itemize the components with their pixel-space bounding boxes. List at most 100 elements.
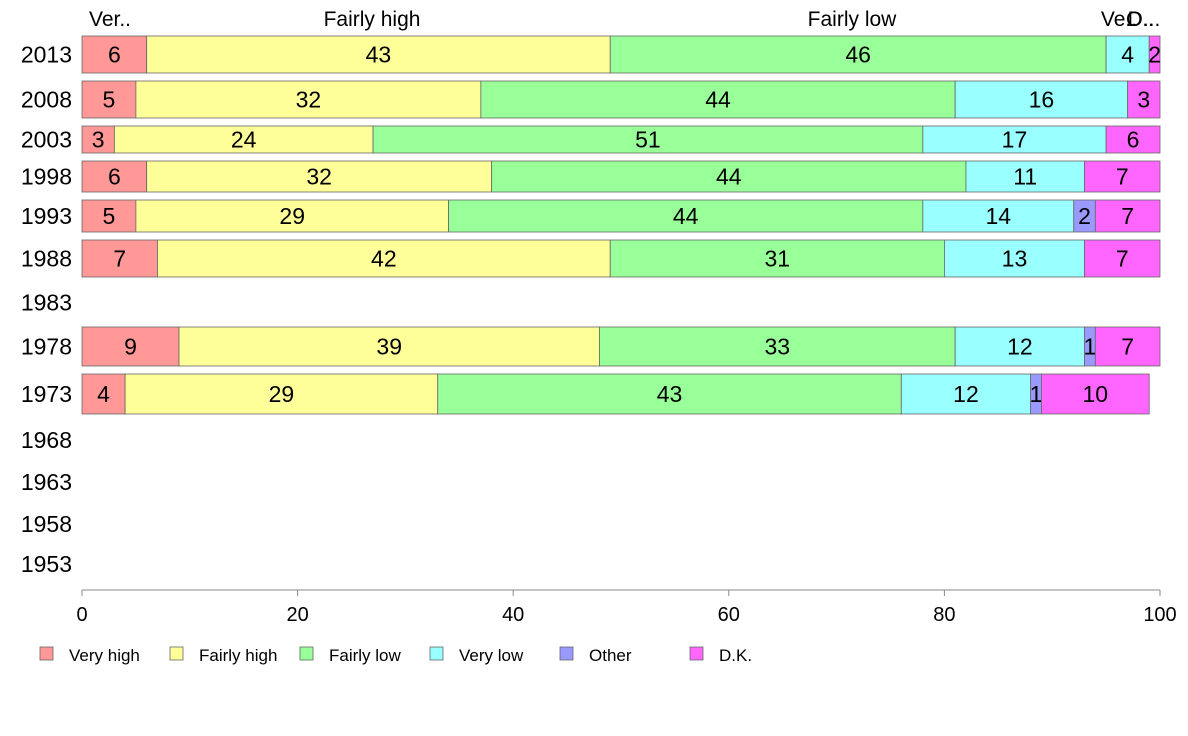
bar-1973-d-k <box>1041 373 1150 415</box>
bar-2003-fairly-high <box>113 125 374 154</box>
legend-item-very-low: Very low <box>429 646 524 665</box>
bar-1993-fairly-high <box>135 199 449 233</box>
year-label-1963: 1963 <box>21 469 72 495</box>
legend: Very high Fairly high Fairly low Very low Ot… <box>39 646 752 665</box>
bar-label-1978-fairly-high: 39 <box>376 334 402 360</box>
bar-1988-fairly-low <box>609 239 945 278</box>
year-label-1958: 1958 <box>21 511 72 537</box>
bar-label-1978-fairly-low: 33 <box>765 334 791 360</box>
bar-label-2003-d-k: 6 <box>1127 127 1140 153</box>
bar-label-2013-very-low: 4 <box>1121 42 1134 68</box>
year-label-2008: 2008 <box>21 87 72 113</box>
bar-label-2008-fairly-low: 44 <box>705 87 731 113</box>
bar-1978-d-k <box>1094 326 1161 367</box>
bar-1998-very-high <box>81 160 148 193</box>
x-tick-label-60: 60 <box>718 604 740 626</box>
legend-label-d-k: D.K. <box>719 646 752 665</box>
bar-2003-d-k <box>1105 125 1161 154</box>
bar-label-2003-very-low: 17 <box>1002 127 1028 153</box>
bar-label-1973-other: 1 <box>1030 381 1043 407</box>
bar-label-1998-fairly-high: 32 <box>306 164 332 190</box>
legend-item-fairly-high: Fairly high <box>169 646 277 665</box>
bar-label-1993-d-k: 7 <box>1121 203 1134 229</box>
header-label-3: Ve.. <box>1101 8 1137 31</box>
bar-label-1993-very-high: 5 <box>103 203 116 229</box>
bar-label-1988-d-k: 7 <box>1116 246 1129 272</box>
bar-1988-fairly-high <box>157 239 611 278</box>
x-tick-label-20: 20 <box>286 604 308 626</box>
bar-label-1988-fairly-high: 42 <box>371 246 397 272</box>
bar-label-1998-d-k: 7 <box>1116 164 1129 190</box>
x-tick-label-40: 40 <box>502 604 524 626</box>
bar-2013-d-k <box>1148 35 1161 74</box>
bars: 6 43 46 4 25 32 44 16 33 24 51 17 66 32 44 11 75 29 44 14 2 7… <box>81 35 1161 415</box>
legend-label-very-high: Very high <box>69 646 140 665</box>
bar-label-2003-fairly-high: 24 <box>231 127 257 153</box>
year-label-1993: 1993 <box>21 203 72 229</box>
bar-1993-very-low <box>922 199 1075 233</box>
bar-label-1993-very-low: 14 <box>986 203 1012 229</box>
bar-label-1978-other: 1 <box>1084 334 1097 360</box>
bar-label-1993-other: 2 <box>1078 203 1091 229</box>
bar-1978-very-high <box>81 326 180 367</box>
bar-2003-very-low <box>922 125 1107 154</box>
header-label-0: Ver.. <box>89 8 131 31</box>
x-axis: 0 20 40 60 80 100 <box>76 589 1177 626</box>
bar-label-2008-very-high: 5 <box>103 87 116 113</box>
bar-1978-fairly-high <box>178 326 600 367</box>
bar-label-2008-d-k: 3 <box>1137 87 1150 113</box>
bar-1993-very-high <box>81 199 137 233</box>
bar-label-1988-very-low: 13 <box>1002 246 1028 272</box>
bar-label-2008-very-low: 16 <box>1029 87 1055 113</box>
bar-1973-very-high <box>81 373 126 415</box>
year-label-1998: 1998 <box>21 164 72 190</box>
legend-item-very-high: Very high <box>39 646 140 665</box>
bar-label-1973-very-low: 12 <box>953 381 979 407</box>
bar-label-2013-fairly-high: 43 <box>366 42 392 68</box>
header-label-4: O.. <box>1126 8 1154 31</box>
legend-label-very-low: Very low <box>459 646 524 665</box>
bar-1978-very-low <box>954 326 1085 367</box>
bar-1998-very-low <box>965 160 1085 193</box>
x-tick-label-100: 100 <box>1143 604 1176 626</box>
bar-label-1998-very-low: 11 <box>1013 164 1037 190</box>
year-label-2013: 2013 <box>21 42 72 68</box>
year-label-1953: 1953 <box>21 551 72 577</box>
legend-swatch-fairly-high <box>169 646 184 661</box>
bar-label-2013-d-k: 2 <box>1148 42 1161 68</box>
bar-label-1988-fairly-low: 31 <box>765 246 791 272</box>
legend-label-fairly-high: Fairly high <box>199 646 277 665</box>
bar-label-1973-fairly-high: 29 <box>269 381 295 407</box>
header-label-2: Fairly low <box>808 8 898 31</box>
x-tick-label-0: 0 <box>76 604 87 626</box>
bar-label-1998-fairly-low: 44 <box>716 164 742 190</box>
bar-1993-fairly-low <box>448 199 924 233</box>
bar-1973-fairly-high <box>124 373 439 415</box>
bar-label-2003-very-high: 3 <box>92 127 105 153</box>
legend-item-other: Other <box>559 646 632 665</box>
bar-label-2008-fairly-high: 32 <box>296 87 322 113</box>
year-label-1978: 1978 <box>21 334 72 360</box>
bar-1988-very-high <box>81 239 158 278</box>
bar-1988-very-low <box>944 239 1085 278</box>
bar-2008-very-high <box>81 80 137 119</box>
bar-2013-very-high <box>81 35 148 74</box>
bar-label-1973-fairly-low: 43 <box>657 381 683 407</box>
legend-label-fairly-low: Fairly low <box>329 646 402 665</box>
year-label-1983: 1983 <box>21 290 72 316</box>
bar-1998-fairly-high <box>146 160 493 193</box>
bar-1998-d-k <box>1084 160 1161 193</box>
legend-swatch-very-low <box>429 646 444 661</box>
legend-swatch-d-k <box>689 646 704 661</box>
bar-1973-very-low <box>900 373 1032 415</box>
bar-2013-very-low <box>1105 35 1150 74</box>
x-tick-label-80: 80 <box>933 604 955 626</box>
bar-label-1993-fairly-high: 29 <box>279 203 305 229</box>
bar-label-1978-very-high: 9 <box>124 334 137 360</box>
bar-label-1998-very-high: 6 <box>108 164 121 190</box>
legend-swatch-fairly-low <box>299 646 314 661</box>
legend-item-fairly-low: Fairly low <box>299 646 402 665</box>
bar-label-1978-very-low: 12 <box>1007 334 1033 360</box>
year-axis-labels: 2013 2008 2003 1998 1993 1988 1983 1978 1973 1968… <box>21 42 72 578</box>
bar-2008-fairly-low <box>480 80 956 119</box>
